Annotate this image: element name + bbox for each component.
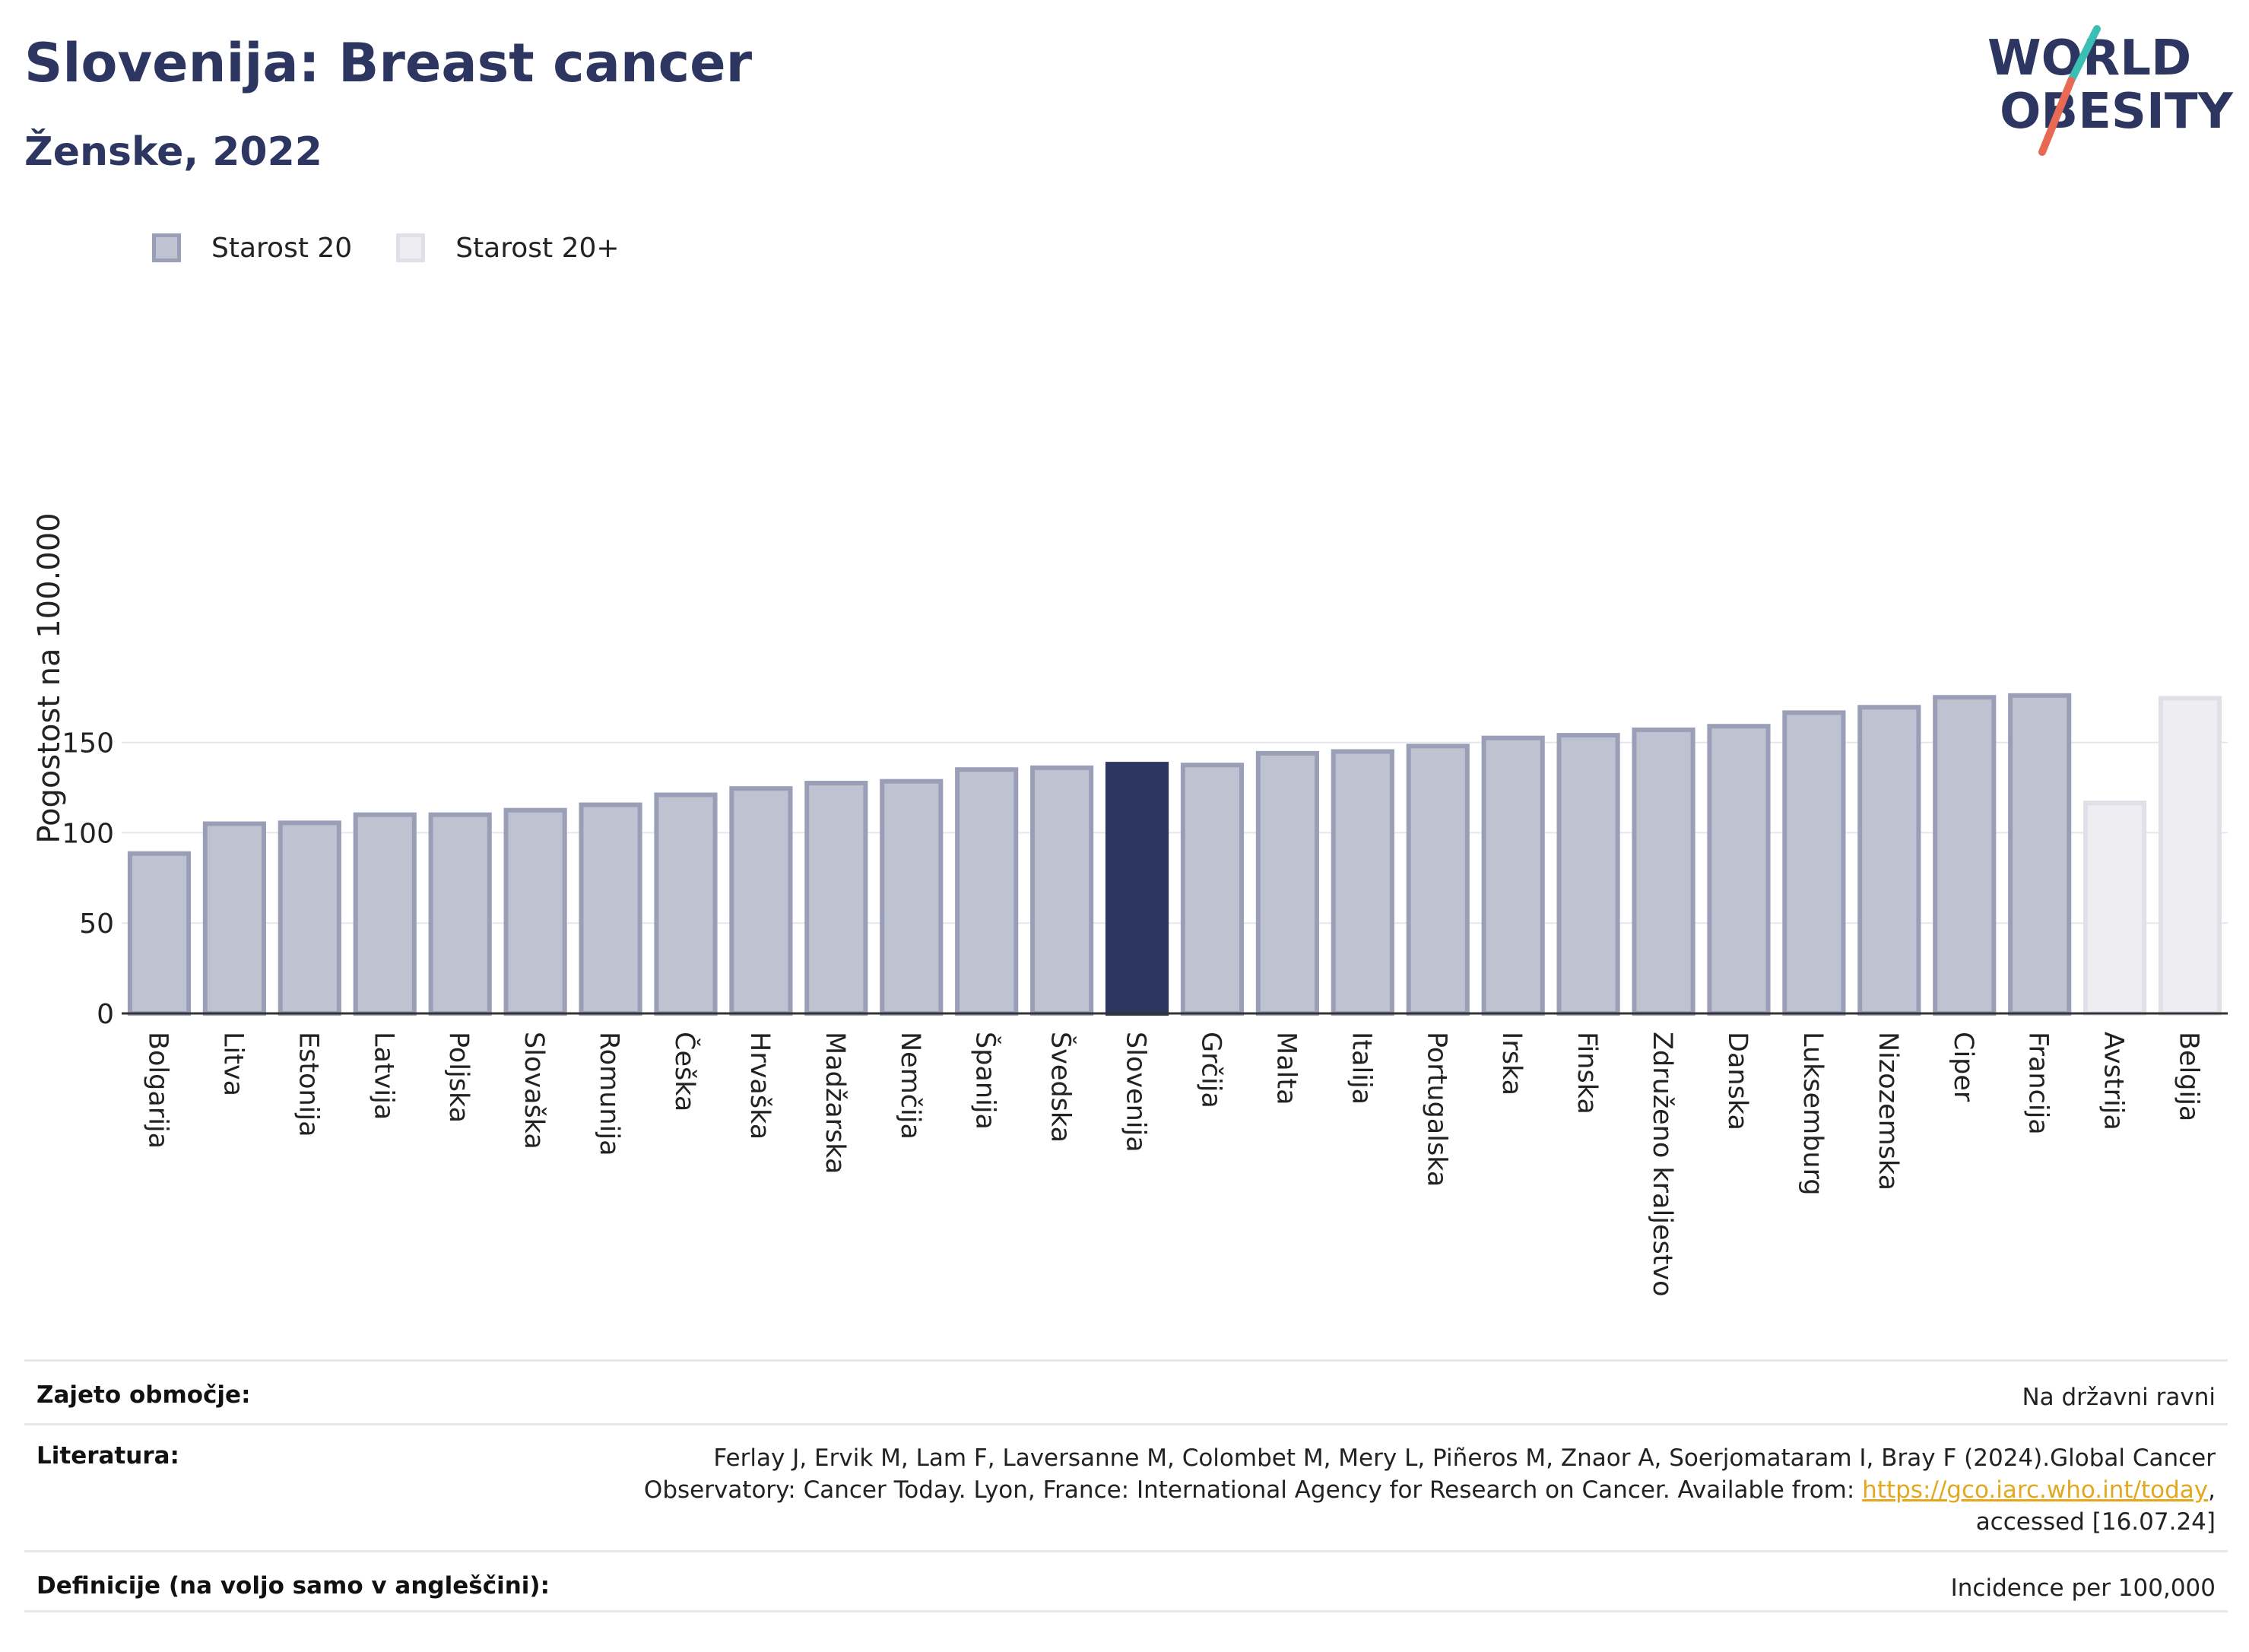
- bar-estonija[interactable]: [278, 820, 341, 1016]
- bar-italija[interactable]: [1331, 749, 1394, 1016]
- y-tick-label: 0: [97, 999, 114, 1030]
- x-tick-label: Belgija: [2174, 1032, 2204, 1121]
- bar-danska[interactable]: [1707, 724, 1771, 1016]
- bar-irska[interactable]: [1481, 735, 1545, 1016]
- legend-item-age-20[interactable]: Starost 20: [152, 233, 352, 264]
- bar-belgija[interactable]: [2158, 696, 2222, 1016]
- x-tick-label: Malta: [1270, 1032, 1301, 1105]
- bar-združeno-kraljestvo[interactable]: [1632, 727, 1695, 1016]
- legend-item-age-20-plus[interactable]: Starost 20+: [396, 232, 620, 264]
- legend-swatch-age-20: [152, 233, 181, 262]
- bar-češka[interactable]: [654, 792, 718, 1016]
- page-title: Slovenija: Breast cancer: [24, 32, 753, 94]
- x-tick-label: Švedska: [1045, 1032, 1077, 1143]
- x-tick-label: Latvija: [368, 1032, 398, 1120]
- footer-row-definitions: Definicije (na voljo samo v angleščini):…: [24, 1550, 2228, 1612]
- bar-madžarska[interactable]: [804, 781, 868, 1016]
- x-tick-label: Litva: [217, 1032, 248, 1096]
- literature-line-2-suffix: ,: [2208, 1476, 2216, 1504]
- legend-label-age-20-plus: Starost 20+: [455, 232, 620, 264]
- x-tick-label: Francija: [2023, 1032, 2054, 1135]
- y-axis-label: Pogostost na 100.000: [32, 512, 67, 843]
- bar-avstrija[interactable]: [2083, 801, 2147, 1016]
- x-tick-label: Španija: [970, 1032, 1002, 1130]
- bar-ciper[interactable]: [1933, 695, 1997, 1016]
- literature-link[interactable]: https://gco.iarc.who.int/today: [1862, 1476, 2209, 1504]
- footer-row-literature: Literatura: Ferlay J, Ervik M, Lam F, La…: [24, 1423, 2228, 1550]
- bar-švedska[interactable]: [1030, 765, 1094, 1016]
- x-tick-label: Češka: [669, 1032, 701, 1111]
- bar-poljska[interactable]: [428, 812, 492, 1016]
- logo-slash-teal: [2067, 25, 2101, 84]
- legend-swatch-age-20-plus: [396, 233, 426, 262]
- bar-chart: 0 50 100 150 Bolgarija Litva Estonija Latvija P…: [32, 512, 2228, 1297]
- x-tick-label: Avstrija: [2098, 1032, 2129, 1130]
- bar-slovenija[interactable]: [1105, 762, 1169, 1016]
- x-tick-label: Finska: [1572, 1032, 1602, 1115]
- y-tick-label: 100: [62, 818, 114, 849]
- x-tick-label: Ciper: [1948, 1032, 1978, 1102]
- page-subtitle: Ženske, 2022: [24, 129, 322, 175]
- definitions-label: Definicije (na voljo samo v angleščini):: [36, 1572, 550, 1600]
- y-tick-label: 50: [79, 908, 114, 940]
- footer-row-coverage: Zajeto območje: Na državni ravni: [24, 1359, 2228, 1423]
- logo-slash-coral: [2038, 77, 2075, 156]
- x-tick-label: Madžarska: [820, 1032, 850, 1174]
- bar-luksemburg[interactable]: [1782, 710, 1846, 1016]
- x-tick-label: Italija: [1346, 1032, 1376, 1105]
- literature-label: Literatura:: [36, 1442, 179, 1470]
- literature-value: Ferlay J, Ervik M, Lam F, Laversanne M, …: [644, 1442, 2216, 1538]
- coverage-value: Na državni ravni: [2022, 1384, 2216, 1411]
- x-tick-label: Irska: [1496, 1032, 1527, 1096]
- bar-litva[interactable]: [202, 821, 266, 1016]
- x-tick-label: Poljska: [443, 1032, 474, 1123]
- bar-romunija[interactable]: [579, 802, 642, 1016]
- x-tick-label: Slovenija: [1121, 1032, 1151, 1153]
- bar-španija[interactable]: [955, 767, 1019, 1016]
- x-tick-label: Združeno kraljestvo: [1647, 1032, 1677, 1297]
- y-tick-label: 150: [62, 728, 114, 759]
- x-tick-label: Hrvaška: [744, 1032, 775, 1140]
- bar-nizozemska[interactable]: [1857, 705, 1921, 1016]
- x-tick-label: Portugalska: [1421, 1032, 1451, 1187]
- world-obesity-logo: WORLD OBESITY: [1987, 25, 2233, 156]
- x-tick-label: Bolgarija: [142, 1032, 173, 1149]
- x-tick-label: Nemčija: [895, 1032, 925, 1140]
- bar-malta[interactable]: [1255, 750, 1319, 1016]
- bar-portugalska[interactable]: [1406, 744, 1470, 1016]
- y-tick-labels: 0 50 100 150: [62, 728, 114, 1030]
- x-tick-label: Slovaška: [519, 1032, 549, 1149]
- literature-line-1: Ferlay J, Ervik M, Lam F, Laversanne M, …: [713, 1444, 2216, 1472]
- bar-bolgarija[interactable]: [127, 851, 192, 1016]
- bar-finska[interactable]: [1556, 733, 1620, 1016]
- literature-line-2-prefix: Observatory: Cancer Today. Lyon, France:…: [643, 1476, 1863, 1504]
- logo-text-obesity: OBESITY: [2000, 84, 2233, 140]
- x-tick-label: Danska: [1722, 1032, 1753, 1130]
- x-tick-label: Luksemburg: [1797, 1032, 1828, 1196]
- x-tick-label: Romunija: [594, 1032, 624, 1156]
- bar-slovaška[interactable]: [503, 807, 567, 1016]
- chart-footer: Zajeto območje: Na državni ravni Literat…: [24, 1359, 2228, 1612]
- x-tick-label: Grčija: [1195, 1032, 1226, 1108]
- chart-legend: Starost 20 Starost 20+: [152, 225, 664, 271]
- x-tick-label: Estonija: [293, 1032, 323, 1137]
- literature-line-2: Observatory: Cancer Today. Lyon, France:…: [644, 1474, 2216, 1506]
- x-tick-labels: Bolgarija Litva Estonija Latvija Poljska Slov…: [142, 1032, 2203, 1297]
- legend-label-age-20: Starost 20: [211, 232, 353, 264]
- bar-latvija[interactable]: [353, 812, 417, 1016]
- bar-hrvaška[interactable]: [729, 786, 793, 1016]
- bar-grčija[interactable]: [1180, 763, 1245, 1016]
- definitions-value: Incidence per 100,000: [1950, 1574, 2216, 1602]
- bar-nemčija[interactable]: [880, 778, 944, 1016]
- literature-line-3: accessed [16.07.24]: [1975, 1508, 2216, 1536]
- coverage-label: Zajeto območje:: [36, 1381, 251, 1409]
- x-tick-label: Nizozemska: [1873, 1032, 1903, 1191]
- bar-francija[interactable]: [2008, 693, 2072, 1016]
